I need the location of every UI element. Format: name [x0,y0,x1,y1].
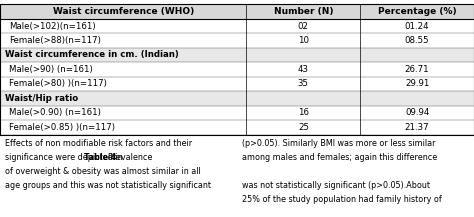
Text: Male(>0.90) (n=161): Male(>0.90) (n=161) [9,108,101,117]
Text: 26.71: 26.71 [405,65,429,74]
Text: of overweight & obesity was almost similar in all: of overweight & obesity was almost simil… [5,167,201,176]
Text: 25: 25 [298,123,309,132]
Text: Female(>80) )(n=117): Female(>80) )(n=117) [9,79,107,88]
Text: 02: 02 [298,21,309,31]
Text: Waist/Hip ratio: Waist/Hip ratio [5,94,78,103]
Text: . Prevalence: . Prevalence [103,153,152,162]
Bar [0,4,474,19]
Bar [0,91,474,106]
Text: Waist circumference (WHO): Waist circumference (WHO) [53,7,194,16]
Text: 35: 35 [298,79,309,88]
Text: 21.37: 21.37 [405,123,429,132]
Text: 16: 16 [298,108,309,117]
Text: among males and females; again this difference: among males and females; again this diff… [242,153,437,162]
Bar [0,48,474,62]
Text: 43: 43 [298,65,309,74]
Text: Percentage (%): Percentage (%) [378,7,456,16]
Bar [0,4,474,135]
Text: Number (N): Number (N) [273,7,333,16]
Text: Female(>0.85) )(n=117): Female(>0.85) )(n=117) [9,123,116,132]
Text: Table 4: Table 4 [84,153,117,162]
Text: 29.91: 29.91 [405,79,429,88]
Text: Male(>102)(n=161): Male(>102)(n=161) [9,21,96,31]
Text: significance were depicted in: significance were depicted in [5,153,125,162]
Text: (p>0.05). Similarly BMI was more or less similar: (p>0.05). Similarly BMI was more or less… [242,139,435,148]
Text: Effects of non modifiable risk factors and their: Effects of non modifiable risk factors a… [5,139,192,148]
Text: Waist circumference in cm. (Indian): Waist circumference in cm. (Indian) [5,51,179,59]
Text: 10: 10 [298,36,309,45]
Text: was not statistically significant (p>0.05).About: was not statistically significant (p>0.0… [242,181,430,190]
Text: age groups and this was not statistically significant: age groups and this was not statisticall… [5,181,211,190]
Text: Female(>88)(n=117): Female(>88)(n=117) [9,36,101,45]
Text: 25% of the study population had family history of: 25% of the study population had family h… [242,195,441,204]
Text: Male(>90) (n=161): Male(>90) (n=161) [9,65,93,74]
Text: 01.24: 01.24 [405,21,429,31]
Text: 09.94: 09.94 [405,108,429,117]
Text: 08.55: 08.55 [405,36,429,45]
